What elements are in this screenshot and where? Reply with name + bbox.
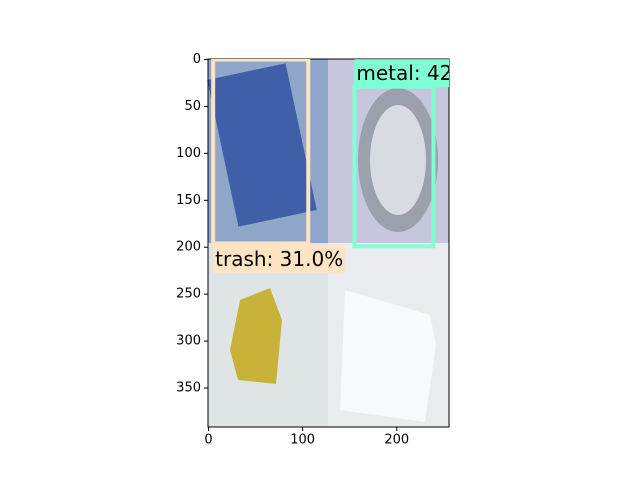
box-label: metal: 42: [356, 61, 452, 85]
photo-object: [230, 288, 282, 384]
y-tick-label: 250: [176, 287, 201, 302]
box-label: trash: 31.0%: [215, 247, 343, 271]
y-tick-label: 100: [176, 146, 201, 161]
bounding-box: [211, 59, 311, 246]
image: [207, 59, 449, 427]
y-tick-label: 50: [184, 99, 201, 114]
x-tick-label: 100: [290, 433, 315, 448]
photo-object: [340, 290, 436, 422]
label-background: [213, 244, 346, 273]
y-tick-label: 150: [176, 193, 201, 208]
label-background: [354, 59, 449, 88]
photo-object: [370, 105, 426, 215]
annotations: trash: 31.0% metal: 42: [211, 59, 452, 273]
y-tick-label: 350: [176, 381, 201, 396]
x-tick-label: 200: [384, 433, 409, 448]
axes-frame: [207, 58, 450, 428]
x-tick-label: 0: [204, 433, 212, 448]
y-tick-label: 200: [176, 240, 201, 255]
y-tick-label: 0: [193, 52, 201, 67]
photo-object: [207, 63, 317, 227]
y-tick-label: 300: [176, 334, 201, 349]
